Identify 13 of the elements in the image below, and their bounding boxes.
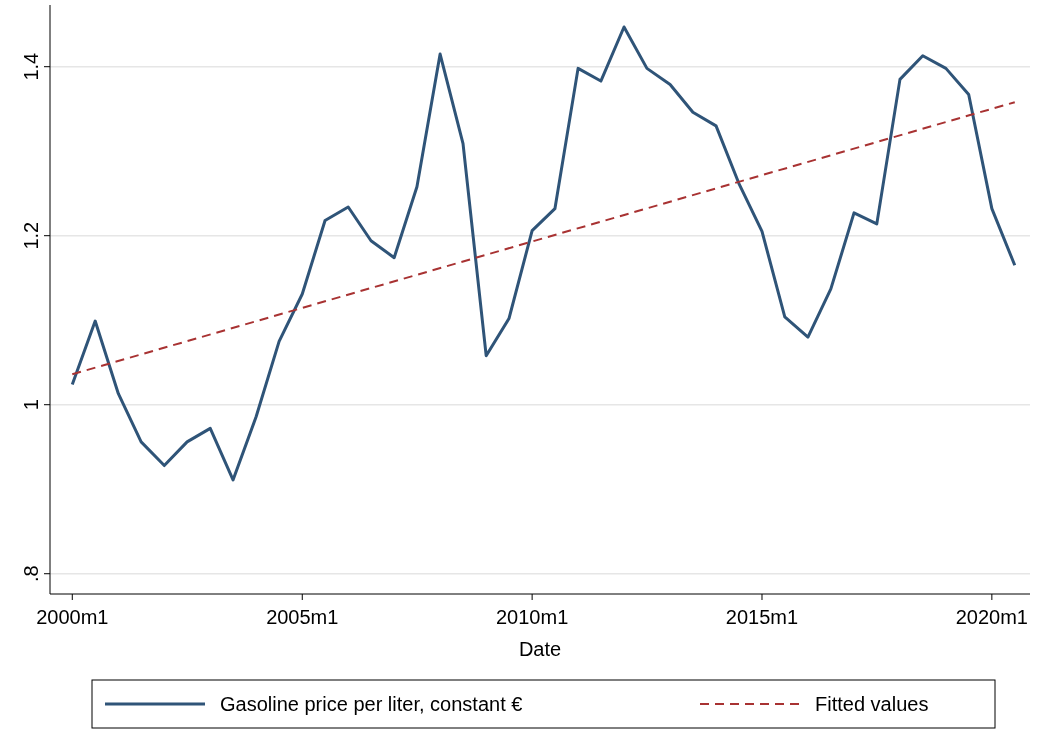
legend-label: Fitted values xyxy=(815,693,929,715)
line-series xyxy=(70,25,1017,482)
x-tick-label: 2020m1 xyxy=(955,606,1028,628)
y-tick-label: 1.4 xyxy=(20,52,42,81)
x-tick-label: 2005m1 xyxy=(266,606,339,628)
x-tick-label: 2010m1 xyxy=(495,606,569,628)
legend-label: Gasoline price per liter, constant € xyxy=(220,693,523,715)
x-tick-label: 2015m1 xyxy=(725,606,799,628)
x-tick-label: 2000m1 xyxy=(36,606,109,628)
y-tick-label: 1 xyxy=(20,399,42,411)
y-tick-label: 1.2 xyxy=(20,221,42,250)
y-tick-label: .8 xyxy=(20,565,42,583)
x-axis-title: Date xyxy=(518,638,562,660)
